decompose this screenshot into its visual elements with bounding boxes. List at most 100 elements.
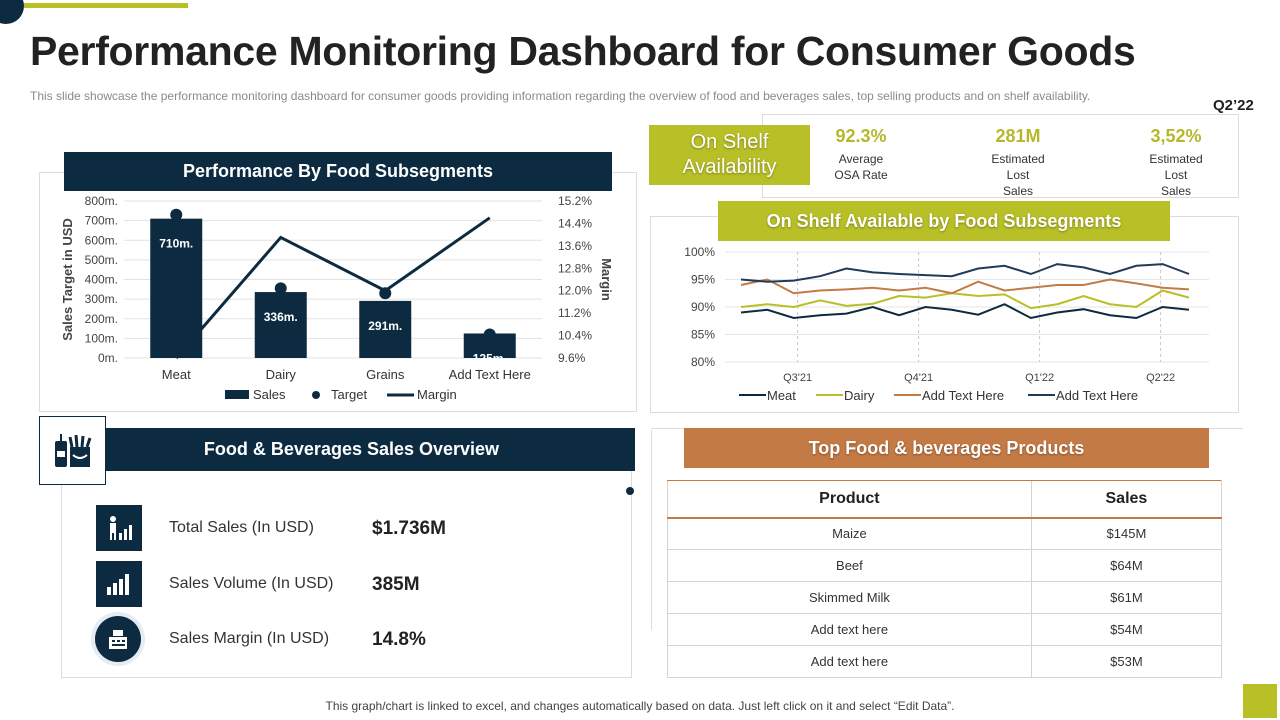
page-title: Performance Monitoring Dashboard for Con… <box>30 28 1136 74</box>
quarter-label: Q2’22 <box>1213 97 1254 114</box>
kpi-osa-rate: 92.3% Average OSA Rate <box>815 126 907 183</box>
food-beverage-icon <box>39 416 106 485</box>
y2-tick-label: 9.6% <box>558 351 586 365</box>
column-header-sales: Sales <box>1030 480 1223 519</box>
kpi-value: 281M <box>995 126 1041 146</box>
legend-target-swatch <box>312 391 320 399</box>
bar-data-label: 291m. <box>368 319 402 333</box>
x-tick-label: Q4'21 <box>904 372 933 384</box>
overview-timeline-dot <box>626 487 634 495</box>
top-products-title: Top Food & beverages Products <box>684 428 1209 468</box>
legend-margin-label: Margin <box>417 387 457 402</box>
y-tick-label: 600m. <box>85 233 118 247</box>
kpi-label-line: Estimated <box>1149 152 1203 166</box>
x-tick-label: Grains <box>366 367 405 382</box>
kpi-label-line: Lost <box>1006 168 1030 182</box>
top-products-side-rule <box>651 430 652 630</box>
y2-tick-label: 15.2% <box>558 194 592 208</box>
sales-cell: $61M <box>1030 581 1223 614</box>
target-marker <box>274 282 287 295</box>
corner-square-decoration <box>1243 684 1277 718</box>
series-line <box>740 278 1190 295</box>
sales-cell: $53M <box>1030 645 1223 678</box>
kpi-lost-sales: 281M Estimated Lost Sales <box>972 126 1064 199</box>
y2-tick-label: 14.4% <box>558 216 592 230</box>
y2-tick-label: 11.2% <box>558 306 591 320</box>
legend-label: Add Text Here <box>1056 388 1138 403</box>
legend-label: Add Text Here <box>922 388 1004 403</box>
kpi-label-line: Estimated <box>991 152 1045 166</box>
legend-target-label: Target <box>331 387 368 402</box>
sales-cell: $145M <box>1030 517 1223 550</box>
y-tick-label: 90% <box>691 300 715 314</box>
table-row: Skimmed Milk $61M <box>667 581 1223 614</box>
y-tick-label: 100% <box>684 245 715 259</box>
table-header-row: Product Sales <box>667 480 1223 519</box>
product-cell: Skimmed Milk <box>667 581 1032 614</box>
sales-margin-value: 14.8% <box>372 629 426 650</box>
osa-box-line2: Availability <box>682 156 777 178</box>
y2-tick-label: 12.0% <box>558 284 592 298</box>
y2-axis-title: Margin <box>599 258 614 301</box>
bar-data-label: 710m. <box>159 237 193 251</box>
series-line <box>740 303 1190 320</box>
x-tick-label: Dairy <box>266 367 297 382</box>
y-tick-label: 300m. <box>85 292 118 306</box>
y-tick-label: 800m. <box>85 194 118 208</box>
product-cell: Maize <box>667 517 1032 550</box>
corner-circle-decoration <box>0 0 24 24</box>
product-cell: Add text here <box>667 613 1032 646</box>
kpi-label: Estimated Lost Sales <box>972 151 1064 199</box>
kpi-label-line: Sales <box>1160 184 1192 198</box>
kpi-value: 92.3% <box>835 126 887 146</box>
column-header-product: Product <box>667 480 1032 519</box>
kpi-label-line: OSA Rate <box>834 168 888 182</box>
cash-register-icon <box>95 616 141 662</box>
accent-line-decoration <box>24 3 188 8</box>
kpi-label-line: Lost <box>1164 168 1188 182</box>
kpi-label: Average OSA Rate <box>815 151 907 183</box>
bar-data-label: 336m. <box>264 310 298 324</box>
y2-tick-label: 13.6% <box>558 239 592 253</box>
sales-volume-label: Sales Volume (In USD) <box>169 575 334 592</box>
table-row: Beef $64M <box>667 549 1223 582</box>
sales-margin-label: Sales Margin (In USD) <box>169 630 330 647</box>
sales-volume-value: 385M <box>372 574 420 595</box>
bar-sales <box>254 292 307 358</box>
performance-chart: 0m. 100m. 200m. 300m. 400m. 500m. 600m. 700m. 80… <box>60 194 614 402</box>
sales-overview-title: Food & Beverages Sales Overview <box>62 428 635 471</box>
sales-overview-panel <box>61 468 632 678</box>
target-marker <box>170 208 183 221</box>
osa-subsegments-title: On Shelf Available by Food Subsegments <box>718 201 1170 241</box>
y-tick-label: 400m. <box>85 273 118 287</box>
legend-sales-label: Sales <box>253 387 286 402</box>
table-row: Maize $145M <box>667 517 1223 550</box>
y-tick-label: 80% <box>691 355 715 369</box>
bar-sales <box>150 218 203 358</box>
top-products-table: Product Sales Maize $145M Beef $64M Skimme… <box>667 480 1223 678</box>
kpi-label-line: Average <box>838 152 884 166</box>
on-shelf-availability-box: On Shelf Availability <box>649 125 810 185</box>
y-tick-label: 0m. <box>98 351 118 365</box>
x-tick-label: Q3'21 <box>783 372 812 384</box>
series-line <box>740 289 1190 310</box>
table-row: Add text here $53M <box>667 645 1223 678</box>
y-tick-label: 200m. <box>85 312 118 326</box>
product-cell: Add text here <box>667 645 1032 678</box>
target-marker <box>379 287 392 300</box>
osa-line-chart: 80% 85% 90% 95% 100% Q3'21 Q4'21 Q1'22 Q2'22 Meat… <box>684 245 1209 403</box>
y-tick-label: 700m. <box>85 214 118 228</box>
kpi-label-line: Sales <box>1002 184 1034 198</box>
footer-note: This graph/chart is linked to excel, and… <box>325 699 955 713</box>
sales-cell: $64M <box>1030 549 1223 582</box>
legend-label: Meat <box>767 388 796 403</box>
bar-growth-icon <box>96 561 142 607</box>
x-tick-label: Meat <box>162 367 191 382</box>
performance-panel-title: Performance By Food Subsegments <box>64 152 612 191</box>
legend-sales-swatch <box>225 390 249 399</box>
series-line <box>740 263 1190 283</box>
bar-sales <box>359 300 412 358</box>
kpi-label: Estimated Lost Sales <box>1130 151 1222 199</box>
page-subtitle: This slide showcase the performance moni… <box>30 89 1091 103</box>
table-row: Add text here $54M <box>667 613 1223 646</box>
